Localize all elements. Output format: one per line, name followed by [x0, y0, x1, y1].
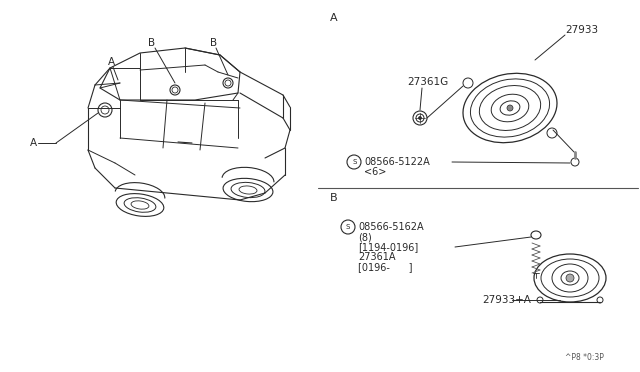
Text: A: A: [108, 57, 115, 67]
Text: B: B: [210, 38, 217, 48]
Text: ^P8 *0:3P: ^P8 *0:3P: [565, 353, 604, 362]
Text: B: B: [330, 193, 338, 203]
Text: (8): (8): [358, 232, 372, 242]
Text: 27933: 27933: [565, 25, 598, 35]
Circle shape: [566, 274, 574, 282]
Text: S: S: [353, 159, 357, 165]
Text: 08566-5162A: 08566-5162A: [358, 222, 424, 232]
Text: S: S: [346, 224, 350, 230]
Text: 27933+A: 27933+A: [482, 295, 531, 305]
Text: 27361A: 27361A: [358, 252, 396, 262]
Text: <6>: <6>: [364, 167, 387, 177]
Circle shape: [507, 105, 513, 111]
Circle shape: [419, 116, 422, 119]
Text: A: A: [30, 138, 37, 148]
Text: 27361G: 27361G: [407, 77, 448, 87]
Text: [1194-0196]: [1194-0196]: [358, 242, 419, 252]
Text: A: A: [330, 13, 338, 23]
Text: B: B: [148, 38, 155, 48]
Text: [0196-      ]: [0196- ]: [358, 262, 413, 272]
Text: 08566-5122A: 08566-5122A: [364, 157, 429, 167]
